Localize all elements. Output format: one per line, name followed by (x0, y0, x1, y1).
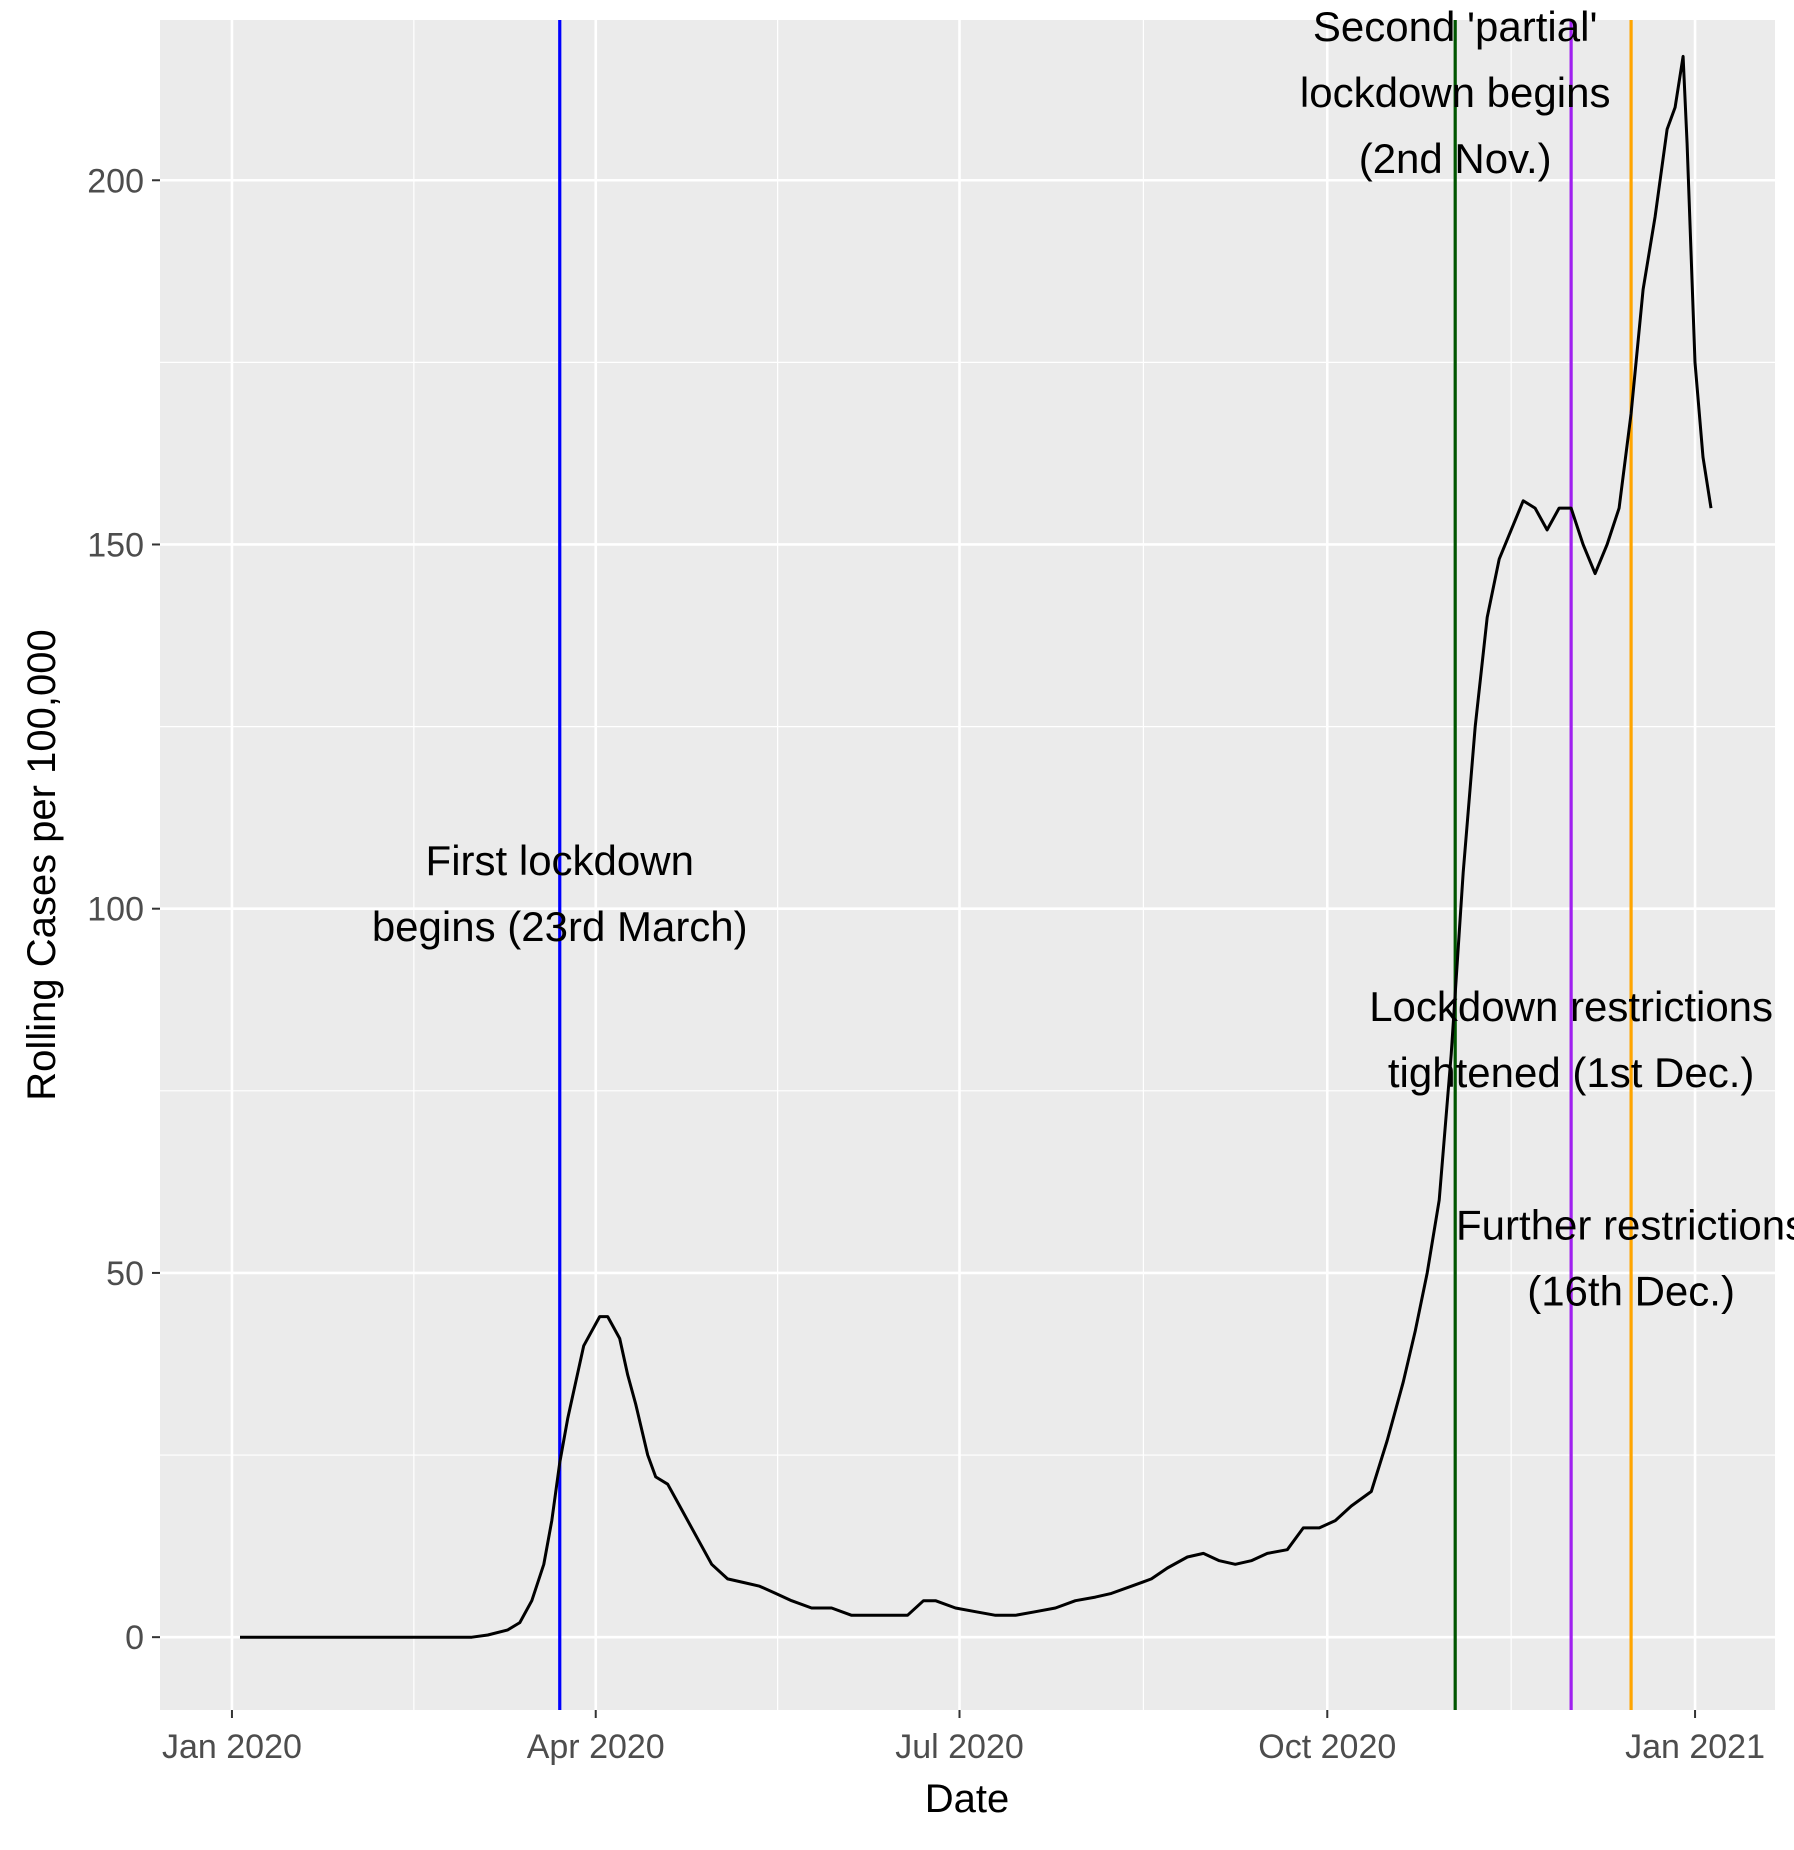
y-tick-label: 100 (87, 891, 144, 929)
annotation-text: Lockdown restrictions (1369, 983, 1773, 1030)
data-series (240, 54, 1713, 1639)
annotation-text: Second 'partial' (1313, 3, 1598, 50)
annotation-text: First lockdown (426, 837, 694, 884)
minor-grid (160, 20, 1775, 1710)
major-grid (160, 20, 1775, 1710)
y-axis: 0 50 100 150 200 (87, 162, 160, 1657)
annotation-text: Further restrictions (1456, 1201, 1794, 1248)
x-tick-label: Jan 2020 (162, 1728, 302, 1766)
annotation-text: begins (23rd March) (372, 903, 748, 950)
y-tick-label: 150 (87, 526, 144, 564)
y-tick-label: 50 (106, 1255, 144, 1293)
annotation-text: (16th Dec.) (1527, 1267, 1735, 1314)
y-axis-title: Rolling Cases per 100,000 (20, 629, 64, 1100)
event-lines (558, 20, 1633, 1710)
annotations: First lockdown begins (23rd March) Second … (372, 3, 1794, 1315)
x-axis: Jan 2020 Apr 2020 Jul 2020 Oct 2020 Jan 2021 (162, 1710, 1765, 1766)
annotation-text: tightened (1st Dec.) (1388, 1049, 1755, 1096)
x-tick-label: Oct 2020 (1258, 1728, 1396, 1766)
annotation-text: (2nd Nov.) (1359, 135, 1552, 182)
x-tick-label: Apr 2020 (527, 1728, 665, 1766)
y-tick-label: 0 (125, 1619, 144, 1657)
x-axis-title: Date (925, 1777, 1010, 1821)
annotation-text: lockdown begins (1300, 69, 1611, 116)
x-tick-label: Jan 2021 (1625, 1728, 1765, 1766)
x-tick-label: Jul 2020 (895, 1728, 1024, 1766)
y-tick-label: 200 (87, 162, 144, 200)
plot-panel (160, 20, 1775, 1710)
series-line (240, 54, 1713, 1639)
